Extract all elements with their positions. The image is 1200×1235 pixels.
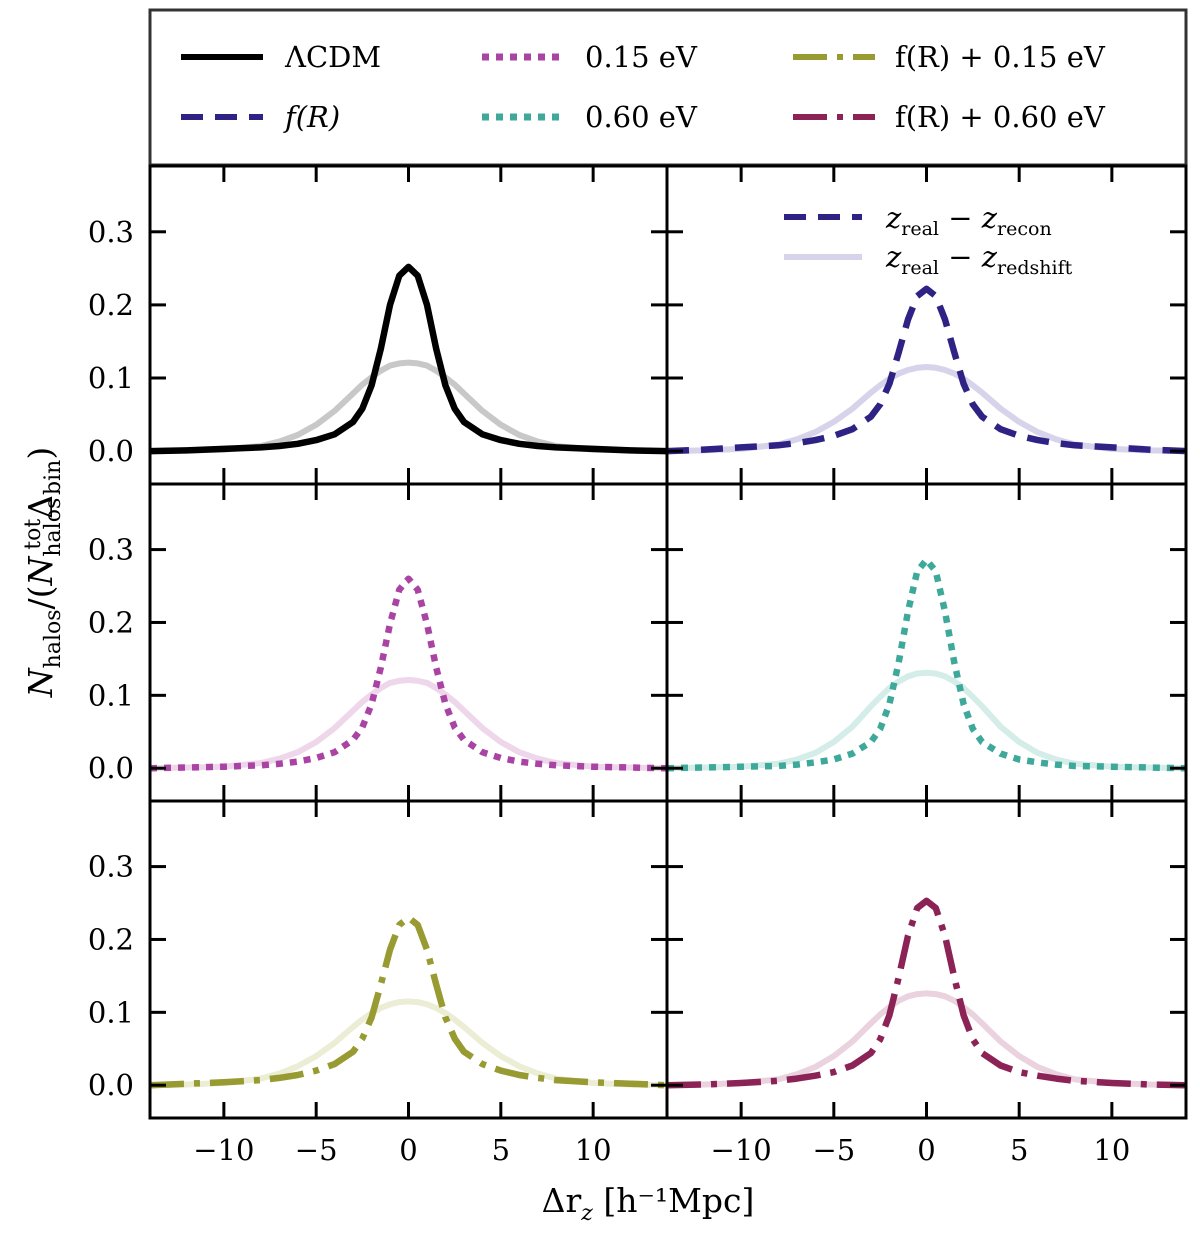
- panel-fr060: −10 −5 0 5 10: [665, 799, 1188, 1167]
- y-tick-label: 0.2: [88, 288, 134, 322]
- legend-label-fr015: f(R) + 0.15 eV: [895, 40, 1106, 74]
- series-line-nu015-redshift: [150, 677, 667, 772]
- x-tick-label: 10: [1093, 1133, 1130, 1167]
- series-line-nu060-recon: [667, 556, 1186, 772]
- legend-entry-nu060: 0.60 eV: [482, 100, 698, 134]
- x-tick-label: 0: [917, 1133, 935, 1167]
- panel-legend-label-redshift: zreal − zredshift: [885, 240, 1073, 279]
- y-tick-label: 0.0: [88, 434, 134, 468]
- panel-legend: zreal − zrecon zreal − zredshift: [784, 201, 1073, 279]
- x-axis-title: Δrz [h⁻¹Mpc]: [542, 1181, 755, 1226]
- series-line-fr015-recon: [150, 914, 667, 1089]
- legend-entry-lcdm: ΛCDM: [181, 40, 381, 74]
- series-group: [150, 575, 667, 772]
- y-tick-label: 0.1: [88, 678, 134, 712]
- legend-label-fr: f(R): [283, 100, 340, 134]
- x-tick-label: −10: [193, 1133, 254, 1167]
- x-tick-label: 0: [399, 1133, 417, 1167]
- y-tick-label: 0.0: [88, 1068, 134, 1102]
- series-group: [150, 263, 667, 455]
- panels-grid: 0.0 0.1 0.2 0.3 0.0 0.1 0.2 0.3 −10 −5 0 5 10 0.0 0.1 0…: [88, 164, 1188, 1167]
- legend: ΛCDM f(R) 0.15 eV 0.60 eV f(R) + 0.15 eV…: [148, 8, 1188, 167]
- legend-label-nu060: 0.60 eV: [585, 100, 698, 134]
- x-tick-label: 5: [492, 1133, 510, 1167]
- series-group: [667, 285, 1186, 455]
- series-line-fr015-redshift: [150, 998, 667, 1089]
- series-group: [150, 914, 667, 1089]
- series-line-nu015-recon: [150, 575, 667, 772]
- y-tick-label: 0.3: [88, 850, 134, 884]
- x-tick-label: −5: [812, 1133, 855, 1167]
- y-tick-label: 0.1: [88, 361, 134, 395]
- legend-entry-fr: f(R): [181, 100, 340, 134]
- series-line-lcdm-redshift: [150, 359, 667, 455]
- x-tick-label: −10: [711, 1133, 772, 1167]
- y-tick-label: 0.3: [88, 533, 134, 567]
- legend-entry-fr060: f(R) + 0.60 eV: [793, 100, 1106, 134]
- y-tick-label: 0.2: [88, 605, 134, 639]
- legend-entry-nu015: 0.15 eV: [482, 40, 698, 74]
- y-tick-label: 0.0: [88, 751, 134, 785]
- y-axis-title: Nhalos/(NhalostotΔbin): [21, 447, 66, 698]
- series-line-fr060-redshift: [667, 990, 1186, 1089]
- series-group: [667, 556, 1186, 772]
- series-line-lcdm-recon: [150, 263, 667, 455]
- legend-frame: [148, 8, 1188, 167]
- x-tick-label: −5: [295, 1133, 338, 1167]
- series-line-fr060-recon: [667, 897, 1186, 1089]
- x-tick-label: 10: [575, 1133, 612, 1167]
- x-tick-label: 5: [1010, 1133, 1028, 1167]
- panel-legend-label-recon: zreal − zrecon: [885, 201, 1052, 240]
- series-line-nu060-redshift: [667, 669, 1186, 772]
- legend-label-nu015: 0.15 eV: [585, 40, 698, 74]
- legend-label-lcdm: ΛCDM: [284, 40, 381, 74]
- series-group: [667, 897, 1186, 1089]
- legend-entry-fr015: f(R) + 0.15 eV: [793, 40, 1106, 74]
- y-tick-label: 0.3: [88, 215, 134, 249]
- series-line-fr-redshift: [667, 364, 1186, 455]
- y-tick-label: 0.2: [88, 922, 134, 956]
- series-line-fr-recon: [667, 285, 1186, 455]
- y-tick-label: 0.1: [88, 995, 134, 1029]
- panel-fr: [665, 164, 1188, 486]
- legend-label-fr060: f(R) + 0.60 eV: [895, 100, 1106, 134]
